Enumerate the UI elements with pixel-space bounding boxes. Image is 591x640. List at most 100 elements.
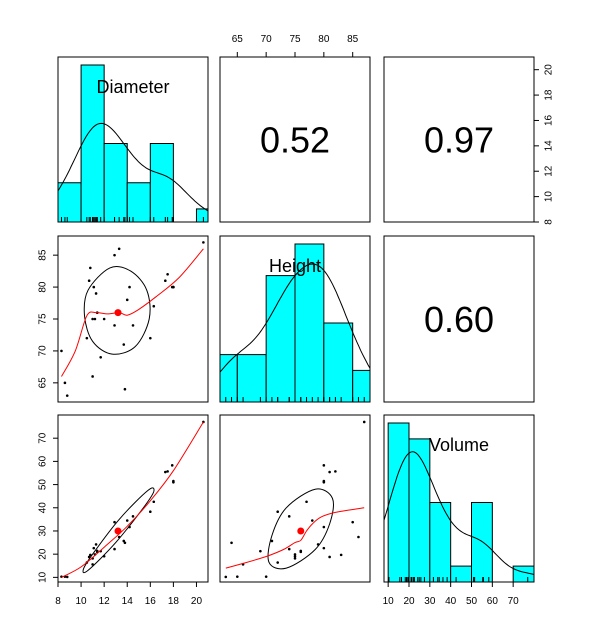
histogram-bar-height-5	[352, 369, 370, 402]
data-point-2-1-29	[322, 480, 326, 484]
data-point-2-0-2	[65, 575, 69, 579]
correlation-ellipse-2-1	[267, 488, 334, 570]
histogram-bar-height-1	[236, 354, 267, 402]
panel-frame-2-1	[219, 414, 371, 583]
bottom-axis-volume: 10 20 30 40 50 60 70	[383, 581, 519, 607]
data-point-1-0-1	[63, 381, 67, 385]
tick-label-volume-5: 60	[38, 455, 49, 467]
data-point-2-0-22	[131, 515, 135, 518]
histogram-bar-volume-2	[429, 502, 452, 582]
data-point-2-1-22	[287, 515, 291, 518]
tick-label-volume-2: 30	[424, 596, 436, 607]
scatter-panel-2-1	[219, 414, 371, 583]
data-point-1-0-25	[164, 279, 167, 282]
data-point-1-0-10	[94, 292, 98, 295]
histogram-bar-diameter-0	[58, 182, 82, 222]
data-point-2-0-12	[95, 549, 99, 553]
variable-label-volume: Volume	[429, 435, 489, 455]
diagonal-panel-height: Height	[219, 235, 371, 403]
data-point-1-0-14	[102, 317, 106, 321]
tick-label-height-2: 75	[289, 34, 301, 45]
histogram-bar-volume-0	[387, 422, 410, 582]
data-point-2-1-2	[224, 575, 228, 579]
correlation-value-0-1: 0.52	[260, 120, 330, 161]
left-axis-height: 65 70 75 80 85	[38, 249, 59, 388]
data-point-1-0-6	[91, 375, 94, 378]
tick-label-height-2: 75	[38, 313, 49, 325]
data-point-2-1-30	[362, 420, 366, 424]
tick-label-volume-0: 10	[38, 571, 49, 583]
data-point-2-1-14	[293, 554, 297, 558]
data-point-2-1-7	[293, 557, 297, 560]
tick-label-height-4: 85	[347, 34, 359, 45]
density-curve-diameter	[58, 122, 208, 212]
data-point-2-1-9	[293, 553, 297, 556]
data-point-2-0-23	[149, 510, 152, 514]
top-axis-height: 65 70 75 80 85	[232, 34, 359, 58]
tick-label-diameter-4: 16	[145, 596, 157, 607]
histogram-bar-height-0	[220, 354, 238, 402]
panel-frame-1-2	[383, 235, 535, 403]
data-point-1-0-13	[99, 356, 102, 359]
tick-label-diameter-6: 20	[191, 596, 203, 607]
data-point-1-0-26	[166, 273, 169, 276]
data-point-1-0-30	[202, 241, 205, 244]
loess-line-1-0	[61, 248, 204, 377]
tick-label-height-3: 80	[38, 281, 49, 293]
scatter-panel-1-0	[57, 235, 209, 403]
tick-label-diameter-3: 14	[544, 140, 555, 152]
histogram-bar-volume-1	[408, 438, 431, 582]
data-point-2-1-25	[328, 470, 331, 474]
data-point-1-0-0	[60, 349, 63, 353]
variable-label-height: Height	[269, 256, 321, 276]
data-point-2-0-18	[122, 539, 126, 543]
data-point-2-0-20	[125, 519, 129, 522]
data-point-1-0-9	[93, 317, 97, 321]
bottom-axis-diameter: 8 10 12 14 16 18 20	[55, 581, 203, 607]
data-point-1-0-22	[131, 324, 135, 327]
data-point-1-0-17	[117, 247, 121, 251]
data-point-2-1-18	[270, 539, 274, 543]
data-point-1-0-24	[152, 304, 156, 308]
tick-label-height-0: 65	[38, 377, 49, 389]
data-point-2-1-3	[276, 561, 279, 564]
tick-label-volume-4: 50	[38, 479, 49, 491]
loess-line-2-1	[225, 507, 365, 569]
tick-label-volume-1: 20	[38, 548, 49, 560]
correlation-ellipse-1-0	[83, 266, 151, 355]
correlation-panel-0-2: 0.97	[383, 56, 535, 223]
tick-label-diameter-0: 8	[544, 219, 555, 225]
left-axis-volume: 10 20 30 40 50 60 70	[38, 432, 59, 583]
tick-label-diameter-5: 18	[168, 596, 180, 607]
data-point-2-0-10	[94, 543, 98, 546]
variable-label-diameter: Diameter	[96, 77, 169, 97]
data-point-2-1-13	[259, 549, 262, 553]
data-point-2-0-29	[172, 480, 175, 484]
data-point-2-1-5	[339, 553, 343, 557]
data-point-1-0-3	[85, 336, 89, 340]
data-point-1-0-5	[89, 266, 92, 270]
correlation-value-1-2: 0.60	[424, 299, 494, 340]
tick-label-height-3: 80	[318, 34, 330, 45]
data-point-2-1-1	[236, 575, 239, 578]
histogram-bar-diameter-2	[103, 143, 128, 222]
histogram-bar-height-2	[265, 275, 296, 402]
scatter-panel-2-0	[57, 414, 209, 583]
tick-label-height-1: 70	[261, 34, 273, 45]
data-point-2-1-8	[322, 546, 326, 550]
tick-label-volume-3: 40	[445, 596, 457, 607]
data-point-2-1-19	[230, 541, 233, 545]
data-point-2-0-16	[113, 520, 116, 524]
data-point-2-0-26	[166, 470, 169, 473]
histogram-bar-height-4	[323, 322, 354, 402]
tick-label-diameter-5: 18	[544, 89, 555, 101]
tick-label-height-4: 85	[38, 249, 49, 261]
data-point-2-1-24	[305, 500, 308, 504]
tick-label-diameter-1: 10	[76, 596, 88, 607]
tick-label-diameter-6: 20	[544, 64, 555, 76]
data-point-2-0-24	[152, 500, 156, 504]
tick-label-diameter-2: 12	[99, 596, 111, 607]
data-point-1-0-8	[92, 285, 96, 289]
histogram-bar-volume-4	[471, 502, 493, 582]
